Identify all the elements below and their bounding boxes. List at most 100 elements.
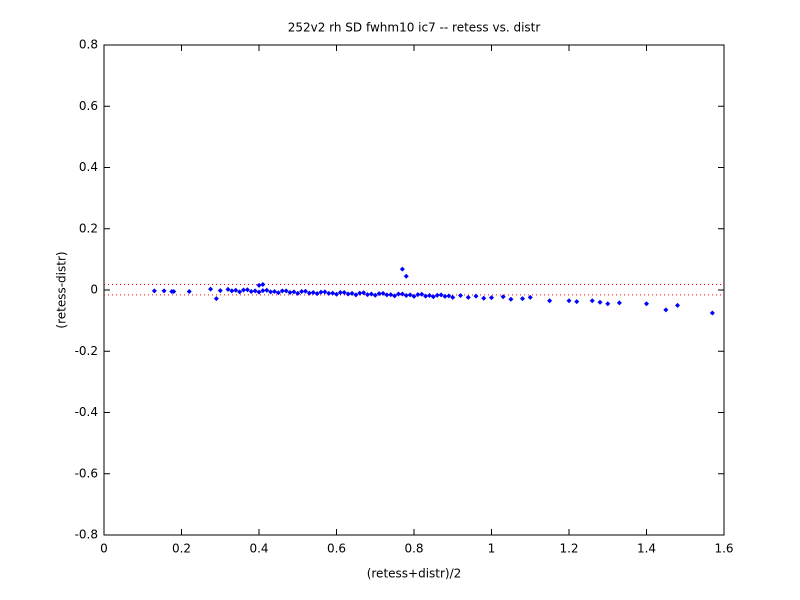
point: [237, 289, 243, 295]
point: [396, 291, 401, 297]
point: [458, 293, 463, 299]
y-axis-label: (retess-distr): [55, 251, 69, 328]
x-tick-label: 1.4: [637, 542, 656, 556]
point: [438, 292, 444, 298]
y-tick-label: 0.8: [79, 38, 98, 52]
point: [384, 292, 390, 298]
point: [330, 290, 336, 296]
point: [419, 291, 425, 297]
point: [399, 291, 405, 297]
point: [403, 273, 409, 279]
point: [326, 290, 332, 296]
point: [489, 295, 494, 301]
point: [605, 301, 611, 307]
x-tick-label: 1.6: [714, 542, 733, 556]
point: [337, 289, 343, 295]
y-tick-label: 0: [90, 283, 98, 297]
y-tick-label: -0.4: [75, 405, 98, 419]
point: [264, 287, 270, 293]
point: [295, 290, 301, 296]
point: [345, 291, 351, 297]
point: [415, 292, 421, 298]
point: [527, 294, 533, 300]
point: [423, 293, 429, 299]
point: [244, 287, 250, 293]
x-tick-label: 0.8: [404, 542, 423, 556]
point: [616, 300, 622, 306]
y-tick-label: -0.2: [75, 344, 98, 358]
point: [275, 290, 281, 296]
point: [171, 289, 177, 295]
point: [353, 292, 359, 298]
point: [574, 299, 580, 305]
point: [260, 281, 266, 287]
point: [597, 299, 603, 305]
x-tick-label: 0.2: [172, 542, 191, 556]
point: [399, 266, 405, 272]
point: [465, 294, 471, 300]
point: [279, 288, 285, 294]
point: [508, 296, 514, 302]
point: [434, 292, 440, 298]
point: [520, 296, 525, 302]
point: [663, 307, 669, 313]
point: [392, 293, 398, 299]
point: [283, 288, 289, 294]
point: [306, 290, 312, 296]
point: [349, 290, 355, 296]
x-tick-label: 0.4: [249, 542, 268, 556]
point: [450, 294, 456, 300]
x-axis-label: (retess+distr)/2: [367, 567, 462, 581]
point: [314, 291, 320, 297]
point: [372, 292, 378, 298]
x-tick-label: 0: [100, 542, 108, 556]
point: [229, 288, 235, 294]
point: [256, 282, 262, 288]
point: [427, 293, 432, 299]
point: [161, 288, 167, 294]
point: [322, 289, 328, 295]
point: [644, 301, 649, 307]
point: [361, 290, 367, 296]
point: [473, 293, 479, 299]
point: [411, 293, 417, 299]
point: [407, 292, 413, 298]
point: [303, 288, 308, 294]
point: [442, 293, 448, 299]
point: [566, 298, 572, 304]
point: [403, 293, 409, 299]
point: [430, 294, 436, 300]
point: [481, 295, 487, 301]
y-tick-label: 0.2: [79, 221, 98, 235]
point: [252, 288, 258, 294]
chart-title: 252v2 rh SD fwhm10 ic7 -- retess vs. dis…: [288, 21, 541, 35]
point: [151, 288, 157, 294]
point: [446, 293, 452, 299]
point: [186, 289, 192, 295]
point: [388, 292, 394, 298]
point: [547, 298, 553, 304]
point: [213, 296, 219, 302]
y-tick-label: -0.8: [75, 528, 98, 542]
point: [299, 289, 305, 295]
point: [260, 288, 266, 294]
point: [376, 291, 382, 297]
point: [380, 290, 386, 296]
x-tick-label: 1.2: [559, 542, 578, 556]
point: [675, 302, 680, 308]
point: [241, 287, 246, 293]
x-tick-label: 0.6: [327, 542, 346, 556]
x-tick-label: 1: [488, 542, 496, 556]
point: [256, 289, 262, 295]
point: [268, 289, 274, 295]
y-tick-label: 0.6: [79, 99, 98, 113]
point: [310, 289, 316, 295]
point: [709, 310, 715, 316]
point: [217, 288, 223, 294]
point: [248, 289, 254, 295]
point: [272, 289, 277, 295]
point: [365, 292, 370, 298]
y-tick-label: -0.6: [75, 466, 98, 480]
